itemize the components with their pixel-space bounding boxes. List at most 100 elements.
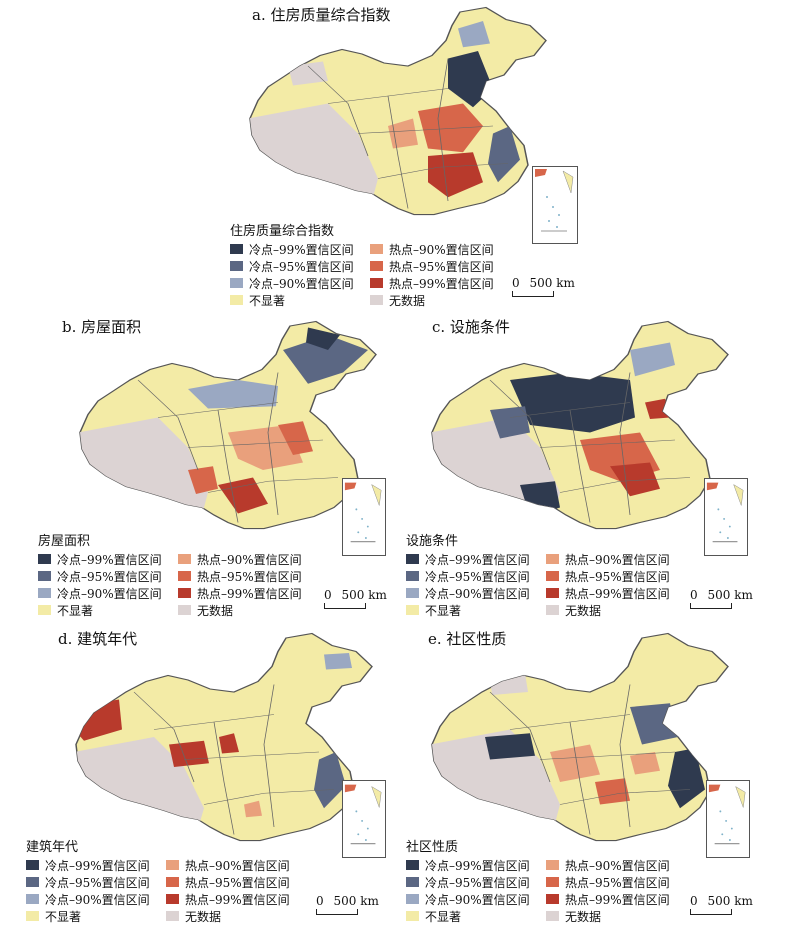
legend-label: 热点–95%置信区间 [185,875,290,890]
legend-swatch [406,911,419,921]
panel-d: d. 建筑年代 建筑年代 冷点–99%置信区间 热点–90%置信区间 冷点–95%置… [26,618,418,924]
legend-swatch [370,244,383,254]
legend-item: 不显著 [26,908,166,924]
legend-swatch [230,261,243,271]
legend-label: 冷点–99%置信区间 [45,858,150,873]
panel-b: b. 房屋面积 房屋面积 冷点–99%置信区间 热点–90%置信区间 冷点–95%置… [38,310,418,618]
south-china-sea-inset [342,478,386,556]
legend-swatch [546,877,559,887]
legend-item: 不显著 [230,292,370,308]
legend-title: 建筑年代 [26,840,79,855]
scale-bar: 0 500 km [512,276,575,297]
south-china-sea-inset [706,780,750,858]
legend-item: 热点–95%置信区间 [166,874,306,890]
legend-swatch [546,554,559,564]
scale-bar: 0 500 km [690,894,753,915]
legend-swatch [370,278,383,288]
legend-label: 冷点–90%置信区间 [249,276,354,291]
legend-label: 热点–95%置信区间 [565,569,670,584]
legend-item: 热点–99%置信区间 [370,275,510,291]
cold-spot-region [668,748,705,809]
legend-swatch [230,244,243,254]
legend-item: 冷点–95%置信区间 [406,568,546,584]
scale-zero: 0 [690,588,698,602]
hot-spot-region [418,103,483,153]
hot-spot-region [630,752,660,775]
cold-spot-region [490,406,530,439]
legend-swatch [26,860,39,870]
legend-item: 无数据 [370,292,510,308]
legend-label: 无数据 [389,293,426,308]
legend-swatch [38,554,51,564]
scale-zero: 0 [512,276,520,290]
legend-label: 冷点–90%置信区间 [45,892,150,907]
hot-spot-region [428,152,483,198]
legend-label: 冷点–95%置信区间 [45,875,150,890]
legend-label: 热点–95%置信区间 [389,259,494,274]
legend-item: 无数据 [546,602,686,618]
legend-swatch [546,571,559,581]
legend-label: 热点–90%置信区间 [565,552,670,567]
legend-title: 房屋面积 [38,534,91,549]
legend-swatch [406,605,419,615]
panel-title: a. 住房质量综合指数 [252,6,391,24]
legend-label: 冷点–90%置信区间 [425,586,530,601]
legend-swatch [546,911,559,921]
hot-spot-region [550,744,600,782]
cold-spot-region [188,380,278,409]
legend-swatch [406,860,419,870]
cold-spot-region [630,342,675,377]
legend-item: 热点–90%置信区间 [546,857,686,873]
scale-zero: 0 [690,894,698,908]
legend-label: 热点–90%置信区间 [197,552,302,567]
legend-label: 热点–99%置信区间 [565,586,670,601]
legend-item: 冷点–99%置信区间 [406,857,546,873]
legend-label: 热点–99%置信区间 [389,276,494,291]
legend-item: 冷点–99%置信区间 [38,551,178,567]
scale-zero: 0 [316,894,324,908]
legend-label: 不显著 [249,293,286,308]
hot-spot-region [490,633,512,653]
legend-item: 冷点–90%置信区间 [230,275,370,291]
cold-spot-region [485,733,535,760]
scale-label: 500 km [341,588,387,602]
legend-swatch [166,860,179,870]
legend-label: 冷点–95%置信区间 [425,875,530,890]
legend-item: 热点–99%置信区间 [166,891,306,907]
cold-spot-region [520,481,560,517]
legend-swatch [166,894,179,904]
legend-item: 热点–90%置信区间 [546,551,686,567]
china-map [79,320,377,530]
legend-grid: 冷点–99%置信区间 热点–90%置信区间 冷点–95%置信区间 热点–95%置信区间… [406,551,686,618]
legend-item: 热点–99%置信区间 [546,891,686,907]
no-data-region [288,61,328,86]
hot-spot-region [219,733,239,754]
legend-item: 热点–95%置信区间 [370,258,510,274]
legend-swatch [546,605,559,615]
legend-swatch [26,894,39,904]
cold-spot-region [510,372,635,433]
legend-swatch [406,894,419,904]
legend-grid: 冷点–99%置信区间 热点–90%置信区间冷点–95%置信区间 热点–95%置信区间… [38,551,318,618]
legend-swatch [38,605,51,615]
scale-zero: 0 [324,588,332,602]
legend-title: 社区性质 [406,840,459,855]
legend-label: 热点–99%置信区间 [185,892,290,907]
legend-swatch [166,911,179,921]
legend-label: 冷点–95%置信区间 [249,259,354,274]
legend-label: 热点–99%置信区间 [565,892,670,907]
cold-spot-region [488,126,520,183]
legend-item: 无数据 [546,908,686,924]
legend-swatch [370,295,383,305]
legend: 建筑年代 冷点–99%置信区间 热点–90%置信区间 冷点–95%置信区间 热点–95… [26,836,306,924]
hot-spot-region [169,740,209,767]
cold-spot-region [306,327,340,350]
cold-spot-region [324,653,352,670]
legend-title: 住房质量综合指数 [230,224,335,239]
legend-item: 热点–90%置信区间 [370,241,510,257]
legend-swatch [38,571,51,581]
legend-item: 热点–95%置信区间 [178,568,318,584]
legend-swatch [406,571,419,581]
scale-bar: 0 500 km [316,894,379,915]
legend-label: 冷点–95%置信区间 [57,569,162,584]
